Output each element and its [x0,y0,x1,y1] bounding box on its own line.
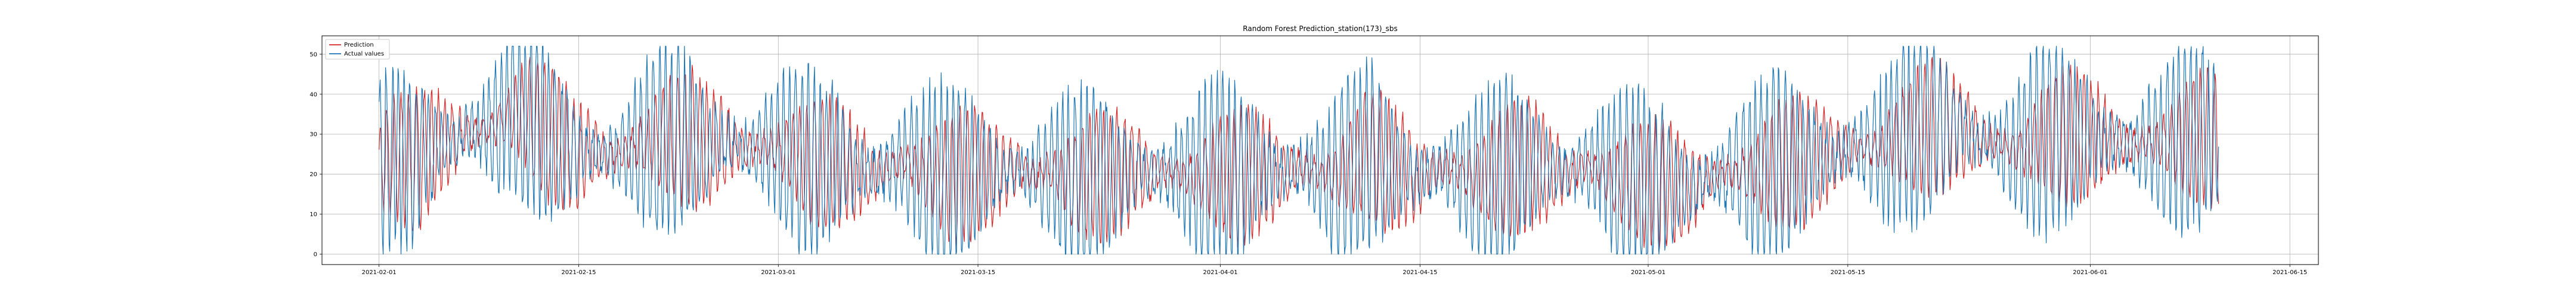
x-tick-label: 2021-04-01 [1203,269,1238,276]
y-tick-label: 30 [309,131,317,138]
x-tick-label: 2021-02-01 [362,269,397,276]
series-line-prediction [379,57,2219,249]
x-tick-label: 2021-05-15 [1831,269,1865,276]
plot-frame [321,35,2319,265]
x-tick-label: 2021-03-01 [761,269,795,276]
y-tick-label: 0 [314,251,317,258]
y-tick-label: 10 [309,211,317,218]
axes-layer: 2021-02-01 2021-02-15 2021-03-01 2021-03-15… [309,51,2307,276]
x-tick-label: 2021-02-15 [561,269,596,276]
legend: Prediction Actual values [325,39,390,60]
legend-label-prediction: Prediction [344,42,374,48]
x-tick-label: 2021-04-15 [1402,269,1437,276]
legend-label-actual: Actual values [344,51,384,57]
y-tick-label: 50 [309,51,317,58]
x-tick-label: 2021-05-01 [1631,269,1665,276]
x-tick-label: 2021-06-15 [2272,269,2307,276]
series-line-actual-values [379,45,2219,255]
legend-box [325,39,390,60]
y-tick-label: 20 [309,171,317,178]
series-layer [379,45,2219,255]
y-tick-label: 40 [309,91,317,98]
chart-title: Random Forest Prediction_station(173)_sb… [1243,24,1397,33]
x-tick-label: 2021-03-15 [961,269,995,276]
x-tick-label: 2021-06-01 [2073,269,2107,276]
grid-layer [322,36,2318,265]
